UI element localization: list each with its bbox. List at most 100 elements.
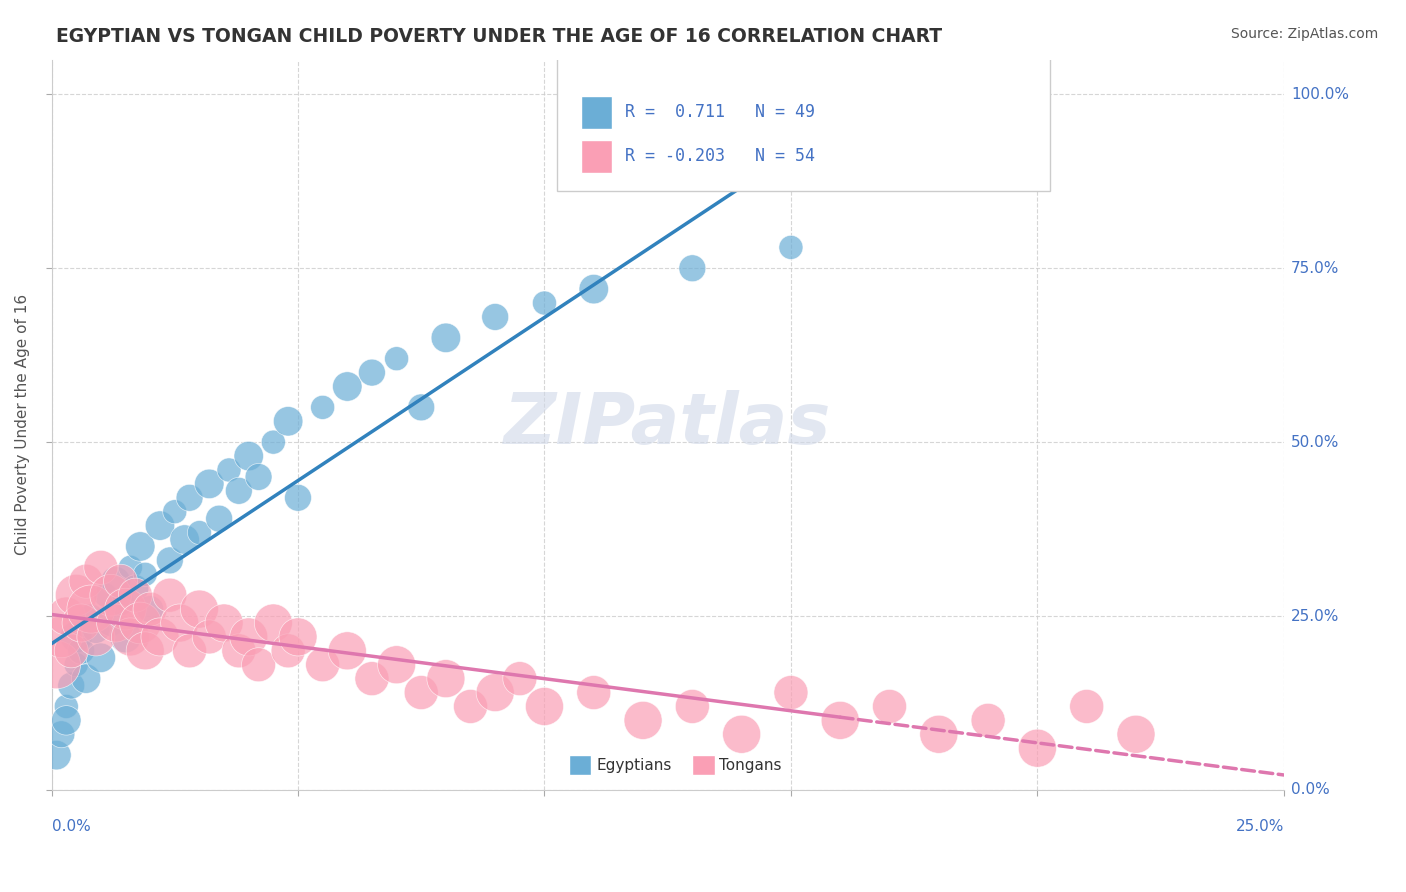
Point xyxy=(336,379,359,393)
Point xyxy=(139,602,162,616)
Text: EGYPTIAN VS TONGAN CHILD POVERTY UNDER THE AGE OF 16 CORRELATION CHART: EGYPTIAN VS TONGAN CHILD POVERTY UNDER T… xyxy=(56,27,942,45)
Point xyxy=(124,588,146,602)
Point xyxy=(977,108,1000,122)
Point xyxy=(262,435,284,450)
Point xyxy=(247,470,270,484)
Point xyxy=(179,644,201,658)
Point xyxy=(484,310,506,324)
Point xyxy=(80,602,103,616)
Point xyxy=(75,672,97,686)
Text: ZIPatlas: ZIPatlas xyxy=(503,391,831,459)
Text: Egyptians: Egyptians xyxy=(596,757,672,772)
Point xyxy=(361,366,384,380)
Point xyxy=(55,609,77,624)
Point xyxy=(208,511,231,525)
Point xyxy=(120,560,142,574)
Point xyxy=(45,748,67,763)
Point xyxy=(385,351,408,366)
Point xyxy=(484,685,506,699)
FancyBboxPatch shape xyxy=(582,140,612,173)
Point xyxy=(188,602,211,616)
Point xyxy=(100,615,122,630)
Point xyxy=(120,630,142,644)
Point xyxy=(90,560,112,574)
Point xyxy=(262,615,284,630)
Point xyxy=(114,630,136,644)
Point xyxy=(104,574,127,589)
Point xyxy=(582,685,605,699)
Point xyxy=(60,644,83,658)
Point xyxy=(70,644,93,658)
FancyBboxPatch shape xyxy=(569,755,592,775)
Point xyxy=(582,282,605,296)
Point xyxy=(277,644,299,658)
Text: R = -0.203   N = 54: R = -0.203 N = 54 xyxy=(624,147,814,165)
Point xyxy=(134,567,156,582)
Point xyxy=(75,574,97,589)
FancyBboxPatch shape xyxy=(692,755,714,775)
Point xyxy=(361,672,384,686)
Point xyxy=(218,463,240,477)
Point xyxy=(434,331,457,345)
Point xyxy=(65,630,87,644)
Point xyxy=(1076,699,1098,714)
Point xyxy=(55,699,77,714)
Point xyxy=(198,476,221,491)
Point xyxy=(100,588,122,602)
Point xyxy=(94,588,117,602)
Point xyxy=(84,630,107,644)
Point xyxy=(830,714,852,728)
Text: 0.0%: 0.0% xyxy=(52,819,90,834)
Point xyxy=(129,540,152,554)
Point xyxy=(287,630,309,644)
Point xyxy=(104,615,127,630)
Point xyxy=(533,296,555,310)
Point xyxy=(928,727,950,741)
Text: 50.0%: 50.0% xyxy=(1291,434,1339,450)
Point xyxy=(188,525,211,540)
Point xyxy=(84,623,107,637)
Point xyxy=(139,602,162,616)
Point xyxy=(149,630,172,644)
Point xyxy=(169,615,191,630)
Point xyxy=(247,657,270,672)
Text: 25.0%: 25.0% xyxy=(1236,819,1284,834)
Point xyxy=(336,644,359,658)
Point xyxy=(977,714,1000,728)
Point xyxy=(159,553,181,567)
Point xyxy=(780,240,803,254)
Point xyxy=(631,714,654,728)
Point xyxy=(134,644,156,658)
Point xyxy=(228,483,250,498)
Text: 100.0%: 100.0% xyxy=(1291,87,1348,102)
Point xyxy=(277,414,299,428)
Point xyxy=(1026,741,1049,756)
Point xyxy=(212,615,235,630)
Point xyxy=(411,685,433,699)
Point xyxy=(879,699,901,714)
Point xyxy=(198,630,221,644)
Text: Source: ZipAtlas.com: Source: ZipAtlas.com xyxy=(1230,27,1378,41)
Point xyxy=(114,602,136,616)
Point xyxy=(311,401,333,415)
Point xyxy=(70,615,93,630)
Point xyxy=(509,672,531,686)
Point xyxy=(238,630,260,644)
Point xyxy=(385,657,408,672)
Text: Tongans: Tongans xyxy=(720,757,782,772)
Point xyxy=(533,699,555,714)
Point xyxy=(238,449,260,463)
Point xyxy=(124,581,146,595)
Point xyxy=(65,657,87,672)
Point xyxy=(51,727,73,741)
Point xyxy=(129,615,152,630)
Point xyxy=(51,630,73,644)
Point xyxy=(159,588,181,602)
Point xyxy=(110,595,132,609)
Point xyxy=(730,727,752,741)
Point xyxy=(311,657,333,672)
Point xyxy=(65,588,87,602)
Point xyxy=(55,714,77,728)
Point xyxy=(110,574,132,589)
Point xyxy=(173,533,195,547)
